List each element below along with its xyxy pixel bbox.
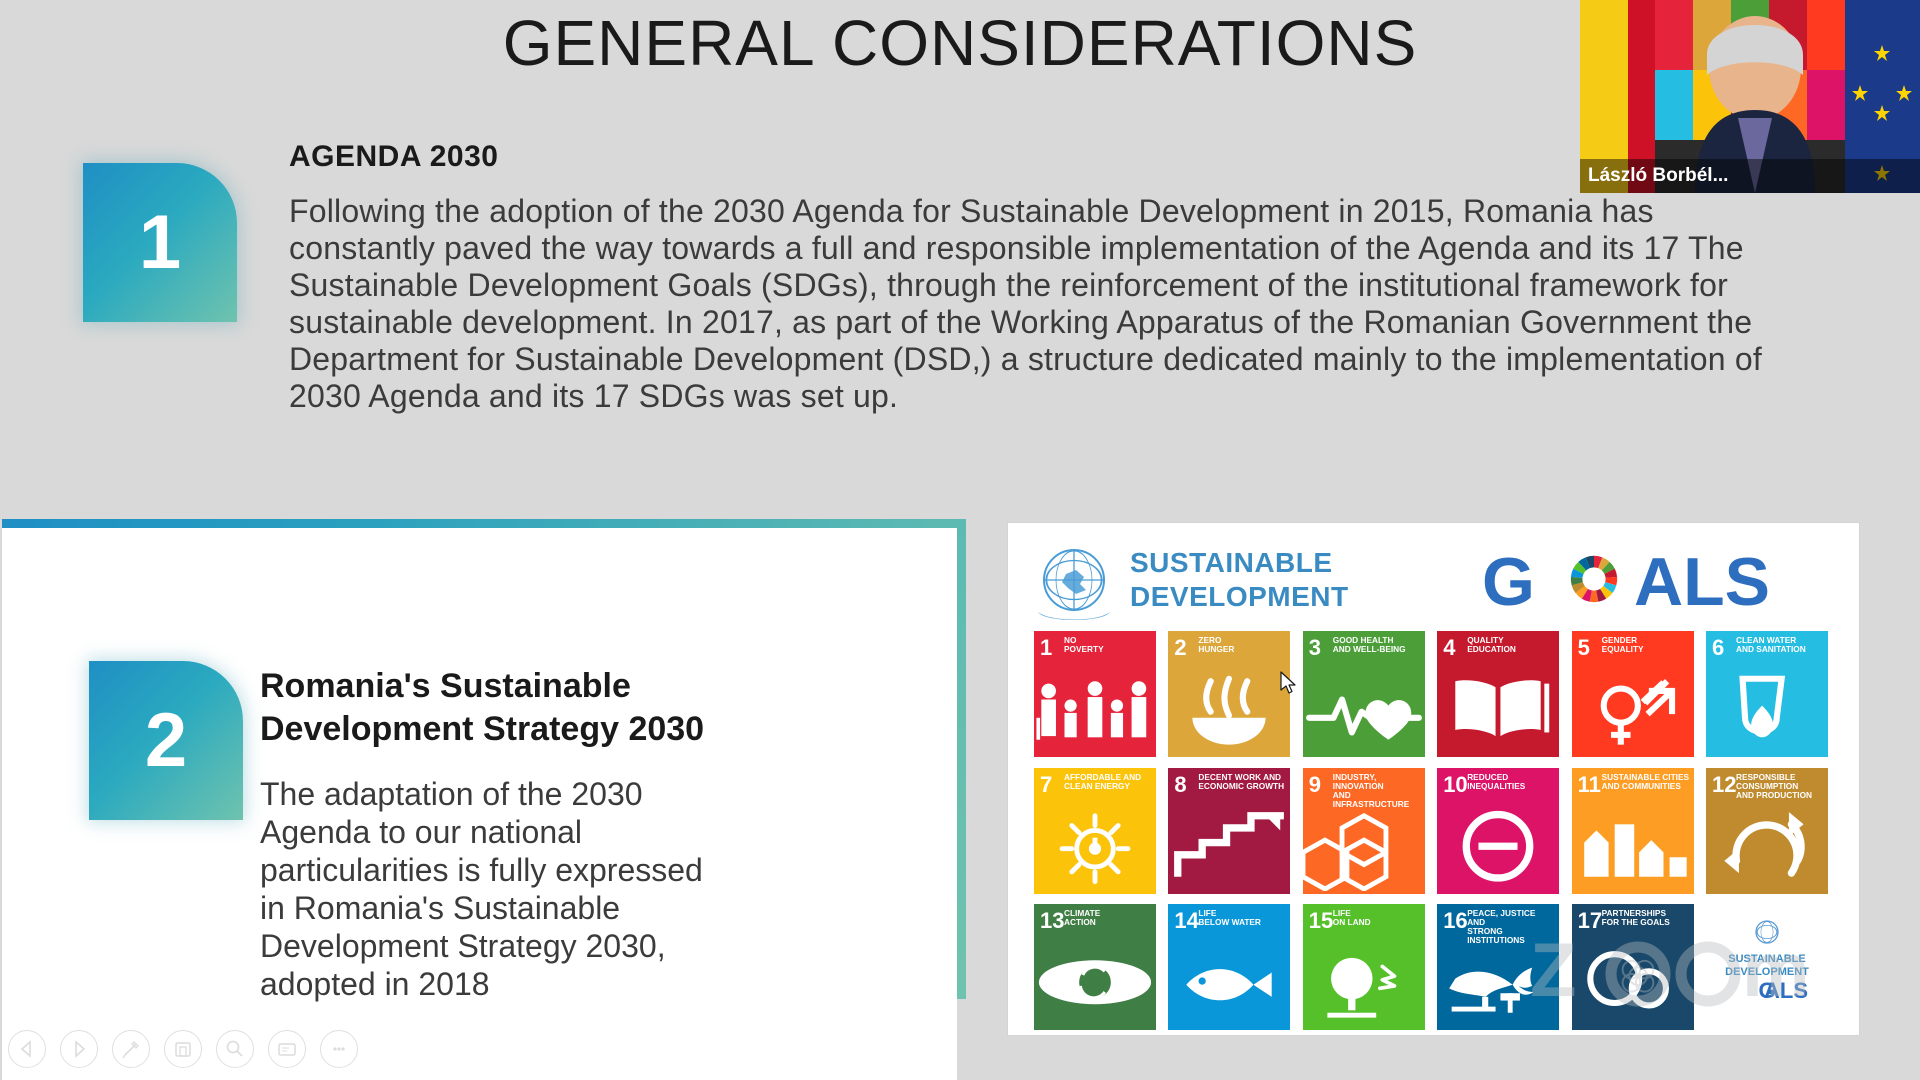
svg-text:m: m — [1742, 928, 1810, 1013]
svg-text:Z: Z — [1530, 928, 1576, 1013]
svg-text:DEVELOPMENT: DEVELOPMENT — [1130, 581, 1349, 612]
svg-text:G: G — [1482, 544, 1535, 620]
svg-text:ALS: ALS — [1634, 544, 1770, 620]
svg-text:SUSTAINABLE: SUSTAINABLE — [1130, 547, 1333, 578]
